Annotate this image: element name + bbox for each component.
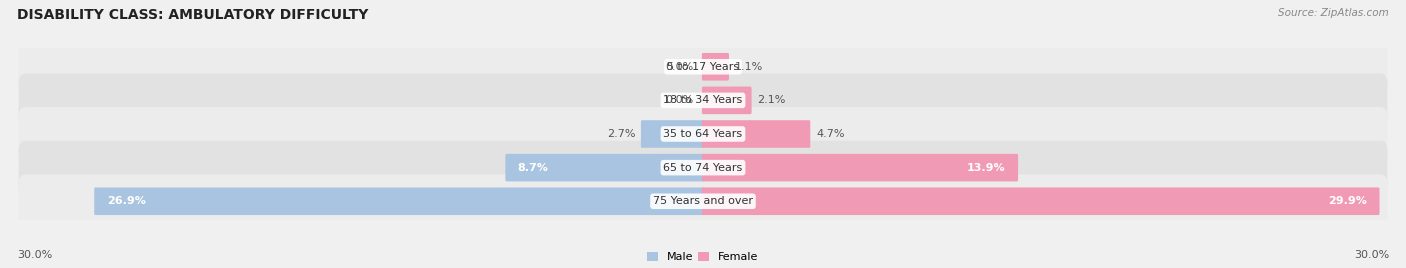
Text: 8.7%: 8.7%	[517, 163, 548, 173]
FancyBboxPatch shape	[18, 40, 1388, 94]
Text: 4.7%: 4.7%	[815, 129, 845, 139]
Text: 5 to 17 Years: 5 to 17 Years	[666, 62, 740, 72]
Text: 2.7%: 2.7%	[607, 129, 636, 139]
FancyBboxPatch shape	[702, 188, 1379, 215]
FancyBboxPatch shape	[702, 87, 752, 114]
FancyBboxPatch shape	[18, 174, 1388, 228]
Text: DISABILITY CLASS: AMBULATORY DIFFICULTY: DISABILITY CLASS: AMBULATORY DIFFICULTY	[17, 8, 368, 22]
FancyBboxPatch shape	[702, 120, 810, 148]
FancyBboxPatch shape	[18, 141, 1388, 195]
FancyBboxPatch shape	[702, 53, 728, 80]
Text: 29.9%: 29.9%	[1329, 196, 1367, 206]
FancyBboxPatch shape	[641, 120, 704, 148]
Text: 35 to 64 Years: 35 to 64 Years	[664, 129, 742, 139]
Text: 30.0%: 30.0%	[17, 250, 52, 260]
Text: 13.9%: 13.9%	[967, 163, 1005, 173]
Text: 1.1%: 1.1%	[734, 62, 763, 72]
Text: 0.0%: 0.0%	[665, 95, 695, 105]
Text: 0.0%: 0.0%	[665, 62, 695, 72]
FancyBboxPatch shape	[505, 154, 704, 181]
Text: Source: ZipAtlas.com: Source: ZipAtlas.com	[1278, 8, 1389, 18]
Text: 30.0%: 30.0%	[1354, 250, 1389, 260]
FancyBboxPatch shape	[94, 188, 704, 215]
FancyBboxPatch shape	[18, 73, 1388, 127]
FancyBboxPatch shape	[18, 107, 1388, 161]
FancyBboxPatch shape	[702, 154, 1018, 181]
Text: 75 Years and over: 75 Years and over	[652, 196, 754, 206]
Text: 18 to 34 Years: 18 to 34 Years	[664, 95, 742, 105]
Legend: Male, Female: Male, Female	[647, 252, 759, 262]
Text: 65 to 74 Years: 65 to 74 Years	[664, 163, 742, 173]
Text: 2.1%: 2.1%	[758, 95, 786, 105]
Text: 26.9%: 26.9%	[107, 196, 146, 206]
